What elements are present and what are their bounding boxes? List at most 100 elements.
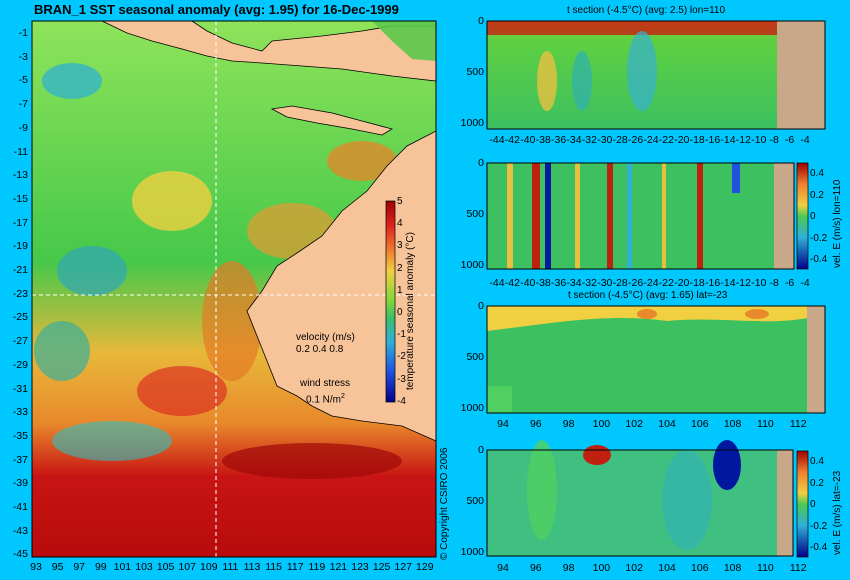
map-y-tick: -41 bbox=[12, 501, 28, 513]
panel1-plot bbox=[486, 20, 826, 130]
panel-x-tick: 94 bbox=[497, 562, 509, 574]
panel-x-tick: -18 bbox=[689, 277, 705, 289]
map-y-tick: -3 bbox=[18, 50, 28, 63]
panel-y-tick: 1000 bbox=[460, 402, 484, 414]
map-y-tick: -5 bbox=[18, 74, 28, 87]
panel-x-tick: -12 bbox=[735, 134, 751, 146]
sst-colorbar-tick: -1 bbox=[397, 329, 406, 341]
panel-x-tick: -34 bbox=[566, 277, 582, 289]
vel-colorbar-tick: -0.4 bbox=[810, 542, 828, 553]
vel-colorbar-tick: 0.4 bbox=[810, 456, 824, 467]
panel-x-tick: 104 bbox=[658, 562, 676, 574]
panel-x-tick: -26 bbox=[628, 134, 644, 146]
sst-colorbar-tick: 4 bbox=[397, 218, 403, 230]
sst-colorbar-tick: -2 bbox=[397, 351, 406, 363]
map-y-tick: -27 bbox=[12, 335, 28, 348]
sst-map bbox=[31, 20, 437, 558]
velocity-legend-label: velocity (m/s) bbox=[296, 332, 355, 343]
map-x-tick: 113 bbox=[243, 561, 261, 573]
panel1-title: t section (-4.5°C) (avg: 2.5) lon=110 bbox=[567, 5, 726, 16]
panel-y-tick: 500 bbox=[466, 495, 484, 507]
panel-x-tick: -16 bbox=[705, 134, 721, 146]
map-y-tick: -31 bbox=[12, 382, 28, 395]
vel-colorbar-tick: -0.4 bbox=[810, 254, 828, 265]
panel2-colorbar bbox=[796, 162, 809, 270]
sst-colorbar bbox=[385, 200, 396, 403]
vel-colorbar-tick: 0.2 bbox=[810, 189, 824, 201]
map-y-tick: -25 bbox=[12, 311, 28, 324]
panel-x-tick: 104 bbox=[658, 418, 676, 430]
panel-x-tick: 100 bbox=[592, 418, 611, 430]
map-y-tick: -39 bbox=[12, 477, 28, 490]
panel-y-tick: 1000 bbox=[460, 259, 484, 271]
sst-colorbar-tick: -3 bbox=[397, 373, 406, 385]
map-x-tick: 101 bbox=[113, 561, 132, 573]
panel2-plot bbox=[486, 162, 795, 270]
panel-y-tick: 0 bbox=[478, 15, 484, 27]
vel-colorbar-tick: -0.2 bbox=[810, 520, 828, 532]
panel-x-tick: -32 bbox=[581, 277, 597, 289]
panel-x-tick: -42 bbox=[504, 277, 520, 289]
map-x-tick: 109 bbox=[200, 561, 218, 573]
map-y-tick: -19 bbox=[12, 240, 28, 253]
map-y-tick: -13 bbox=[12, 169, 28, 182]
panel-x-tick: -32 bbox=[581, 134, 597, 146]
panel-x-tick: -26 bbox=[628, 277, 644, 289]
map-y-tick: -35 bbox=[12, 429, 28, 442]
copyright: © Copyright CSIRO 2006 bbox=[439, 447, 450, 560]
panel-x-tick: 98 bbox=[562, 562, 575, 574]
panel-x-tick: -6 bbox=[784, 277, 795, 289]
wind-legend-label: wind stress bbox=[300, 378, 351, 389]
map-y-tick: -33 bbox=[12, 406, 28, 419]
panel-x-tick: -36 bbox=[551, 134, 567, 146]
sst-colorbar-tick: 0 bbox=[397, 307, 403, 318]
panel-x-tick: 98 bbox=[562, 418, 575, 430]
panel-x-tick: -4 bbox=[800, 277, 810, 289]
panel-x-tick: 96 bbox=[529, 418, 542, 430]
panel-x-tick: 106 bbox=[691, 562, 709, 574]
sst-colorbar-tick: 3 bbox=[397, 240, 403, 252]
map-y-tick: -9 bbox=[18, 121, 28, 134]
velocity-legend-values: 0.2 0.4 0.8 bbox=[296, 344, 344, 355]
vel-colorbar-tick: 0 bbox=[810, 211, 816, 222]
map-y-tick: -7 bbox=[18, 98, 28, 111]
map-x-tick: 125 bbox=[372, 561, 391, 573]
vel-colorbar-tick: 0 bbox=[810, 499, 816, 510]
panel-x-tick: -4 bbox=[800, 134, 810, 146]
map-title: BRAN_1 SST seasonal anomaly (avg: 1.95) … bbox=[34, 2, 399, 17]
map-x-tick: 117 bbox=[286, 561, 304, 573]
panel-x-tick: 102 bbox=[625, 418, 643, 430]
map-x-tick: 93 bbox=[30, 561, 42, 573]
panel-x-tick: -12 bbox=[735, 277, 751, 289]
map-x-tick: 127 bbox=[394, 561, 412, 573]
panel-x-tick: -42 bbox=[504, 134, 520, 146]
map-y-tick: -45 bbox=[12, 548, 28, 561]
map-x-tick: 105 bbox=[156, 561, 175, 573]
panel-x-tick: 94 bbox=[497, 418, 509, 430]
panel4-plot bbox=[486, 440, 794, 557]
panel-y-tick: 500 bbox=[466, 66, 484, 78]
panel-x-tick: 108 bbox=[723, 418, 742, 430]
panel2-colorbar-label: vel. E (m/s) lon=110 bbox=[832, 179, 843, 268]
panel-x-tick: -38 bbox=[535, 134, 551, 146]
map-x-tick: 115 bbox=[265, 561, 282, 573]
panel-x-tick: -30 bbox=[597, 134, 613, 146]
panel-x-tick: -10 bbox=[751, 277, 767, 289]
panel-x-tick: -22 bbox=[658, 277, 674, 289]
map-y-tick: -17 bbox=[12, 216, 28, 229]
indonesia-land bbox=[101, 20, 437, 136]
panel-x-tick: -40 bbox=[520, 277, 536, 289]
panel-y-tick: 0 bbox=[478, 157, 484, 169]
map-y-tick: -43 bbox=[12, 524, 28, 537]
panel-x-tick: -18 bbox=[689, 134, 705, 146]
sst-colorbar-tick: 5 bbox=[397, 196, 403, 207]
panel-x-tick: -14 bbox=[720, 277, 736, 289]
panel-x-tick: 112 bbox=[789, 562, 807, 574]
panel-x-tick: -14 bbox=[720, 134, 736, 146]
panel-x-tick: -38 bbox=[535, 277, 551, 289]
map-x-tick: 119 bbox=[308, 561, 326, 573]
panel-x-tick: -30 bbox=[597, 277, 613, 289]
panel3-title: t section (-4.5°C) (avg: 1.65) lat=-23 bbox=[568, 290, 728, 301]
panel4-colorbar-label: vel. E (m/s) lat=-23 bbox=[832, 470, 843, 555]
map-y-tick: -37 bbox=[12, 453, 28, 466]
